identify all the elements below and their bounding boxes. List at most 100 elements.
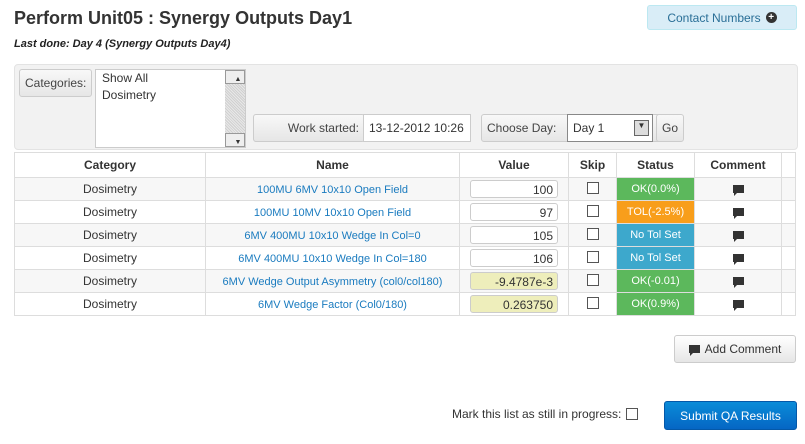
col-skip: Skip <box>568 152 617 178</box>
go-button[interactable]: Go <box>656 114 685 142</box>
plus-circle-icon: + <box>765 12 777 23</box>
contact-label: Contact Numbers <box>667 10 761 25</box>
value-input: 0.263750 <box>470 295 558 313</box>
status-badge: OK(0.9%) <box>617 293 694 315</box>
row-status: OK(0.0%) <box>616 177 695 201</box>
skip-checkbox[interactable] <box>586 250 599 263</box>
work-started-label: Work started: <box>253 114 365 142</box>
test-name-link[interactable]: 6MV Wedge Output Asymmetry (col0/col180) <box>222 276 443 288</box>
row-category: Dosimetry <box>14 269 206 293</box>
in-progress-label: Mark this list as still in progress: <box>452 407 622 421</box>
submit-qa-results-button[interactable]: Submit QA Results <box>664 401 797 430</box>
value-input[interactable]: 100 <box>470 180 558 198</box>
row-name: 100MU 6MV 10x10 Open Field <box>205 177 460 201</box>
skip-checkbox[interactable] <box>586 273 599 286</box>
add-comment-button[interactable]: Add Comment <box>674 335 796 363</box>
table-row: Dosimetry 6MV 400MU 10x10 Wedge In Col=0… <box>14 223 796 247</box>
comment-icon <box>688 345 700 356</box>
scrollbar[interactable]: ▲ ▼ <box>225 70 245 147</box>
table-row: Dosimetry 100MU 6MV 10x10 Open Field 100… <box>14 177 796 201</box>
comment-icon[interactable] <box>732 300 744 311</box>
value-input[interactable]: 105 <box>470 226 558 244</box>
skip-checkbox[interactable] <box>586 204 599 217</box>
category-option[interactable]: Show All <box>102 71 149 85</box>
status-badge: TOL(-2.5%) <box>617 201 694 223</box>
test-name-link[interactable]: 6MV 400MU 10x10 Wedge In Col=180 <box>238 253 427 265</box>
row-value: 97 <box>459 200 569 224</box>
choose-day-label: Choose Day: <box>487 121 557 135</box>
day-select[interactable]: Day 1 ▼ <box>567 114 653 142</box>
row-category: Dosimetry <box>14 223 206 247</box>
col-status: Status <box>616 152 695 178</box>
row-comment <box>694 269 782 293</box>
contact-numbers-button[interactable]: Contact Numbers + <box>647 5 797 30</box>
filter-panel: Categories: Show All Dosimetry ▲ ▼ Work … <box>14 64 798 150</box>
row-value: -9.4787e-3 <box>459 269 569 293</box>
col-comment: Comment <box>694 152 782 178</box>
skip-checkbox[interactable] <box>586 227 599 240</box>
table-row: Dosimetry 6MV 400MU 10x10 Wedge In Col=1… <box>14 246 796 270</box>
row-value: 0.263750 <box>459 292 569 316</box>
row-name: 6MV 400MU 10x10 Wedge In Col=180 <box>205 246 460 270</box>
comment-icon[interactable] <box>732 208 744 219</box>
skip-checkbox[interactable] <box>586 181 599 194</box>
comment-icon[interactable] <box>732 277 744 288</box>
row-comment <box>694 246 782 270</box>
row-extra <box>781 292 796 316</box>
test-name-link[interactable]: 6MV Wedge Factor (Col0/180) <box>258 299 407 311</box>
status-badge: OK(0.0%) <box>617 178 694 200</box>
row-comment <box>694 177 782 201</box>
row-skip <box>568 200 617 224</box>
col-name: Name <box>205 152 460 178</box>
row-skip <box>568 246 617 270</box>
row-skip <box>568 177 617 201</box>
status-badge: No Tol Set <box>617 247 694 269</box>
skip-checkbox[interactable] <box>586 296 599 309</box>
qa-table: Category Name Value Skip Status Comment … <box>14 152 796 316</box>
row-comment <box>694 292 782 316</box>
row-value: 100 <box>459 177 569 201</box>
row-skip <box>568 269 617 293</box>
categories-select[interactable]: Show All Dosimetry ▲ ▼ <box>95 69 246 148</box>
row-name: 6MV 400MU 10x10 Wedge In Col=0 <box>205 223 460 247</box>
test-name-link[interactable]: 100MU 6MV 10x10 Open Field <box>256 184 409 196</box>
table-row: Dosimetry 6MV Wedge Factor (Col0/180) 0.… <box>14 292 796 316</box>
row-name: 100MU 10MV 10x10 Open Field <box>205 200 460 224</box>
in-progress-group: Mark this list as still in progress: <box>452 407 639 421</box>
scroll-down-icon[interactable]: ▼ <box>225 133 245 147</box>
row-status: No Tol Set <box>616 246 695 270</box>
row-name: 6MV Wedge Output Asymmetry (col0/col180) <box>205 269 460 293</box>
row-skip <box>568 292 617 316</box>
dropdown-arrow-icon: ▼ <box>634 120 649 136</box>
row-status: OK(-0.01) <box>616 269 695 293</box>
test-name-link[interactable]: 6MV 400MU 10x10 Wedge In Col=0 <box>244 230 421 242</box>
categories-label: Categories: <box>19 69 93 97</box>
row-name: 6MV Wedge Factor (Col0/180) <box>205 292 460 316</box>
row-value: 106 <box>459 246 569 270</box>
row-extra <box>781 246 796 270</box>
table-row: Dosimetry 100MU 10MV 10x10 Open Field 97… <box>14 200 796 224</box>
row-extra <box>781 177 796 201</box>
row-category: Dosimetry <box>14 177 206 201</box>
row-status: TOL(-2.5%) <box>616 200 695 224</box>
row-skip <box>568 223 617 247</box>
row-comment <box>694 223 782 247</box>
comment-icon[interactable] <box>732 231 744 242</box>
row-extra <box>781 223 796 247</box>
col-value: Value <box>459 152 569 178</box>
status-badge: No Tol Set <box>617 224 694 246</box>
status-badge: OK(-0.01) <box>617 270 694 292</box>
row-category: Dosimetry <box>14 246 206 270</box>
category-option[interactable]: Dosimetry <box>102 88 157 102</box>
test-name-link[interactable]: 100MU 10MV 10x10 Open Field <box>253 207 412 219</box>
comment-icon[interactable] <box>732 254 744 265</box>
comment-icon[interactable] <box>732 185 744 196</box>
in-progress-checkbox[interactable] <box>626 408 639 420</box>
row-extra <box>781 269 796 293</box>
col-category: Category <box>14 152 206 178</box>
row-value: 105 <box>459 223 569 247</box>
value-input[interactable]: 106 <box>470 249 558 267</box>
value-input[interactable]: 97 <box>470 203 558 221</box>
last-done: Last done: Day 4 (Synergy Outputs Day4) <box>14 38 231 50</box>
scroll-up-icon[interactable]: ▲ <box>225 70 245 84</box>
